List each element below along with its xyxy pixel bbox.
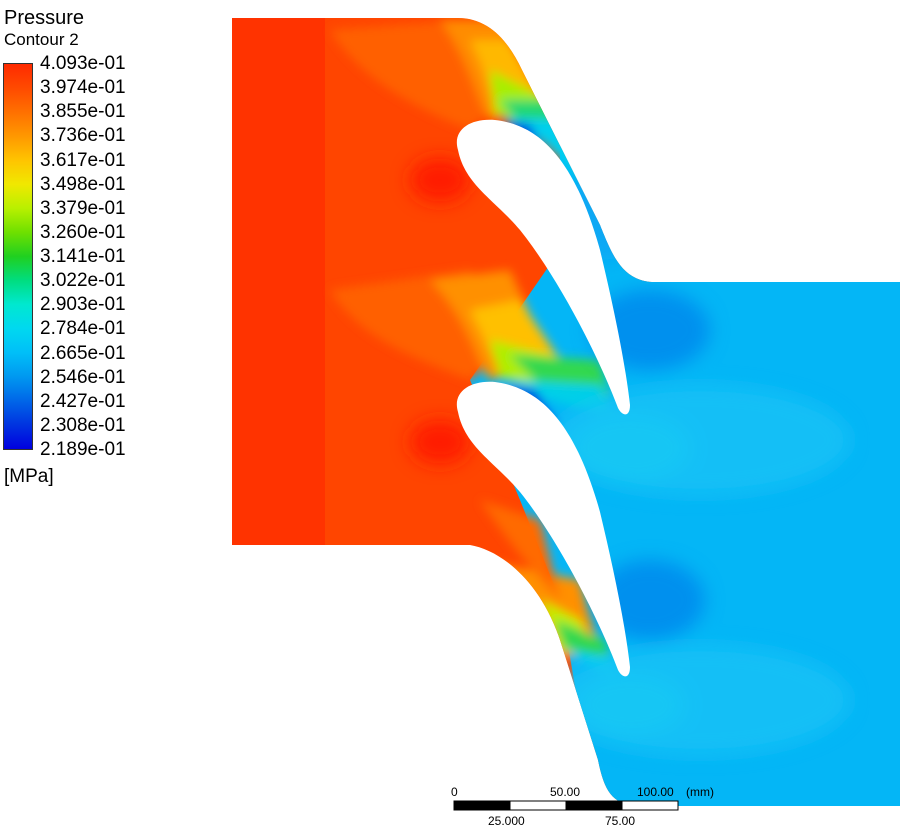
color-bar-level: 2.308e-01 bbox=[40, 414, 126, 436]
legend-subtitle: Contour 2 bbox=[4, 30, 79, 49]
color-bar-level: 3.855e-01 bbox=[40, 101, 126, 123]
color-bar-level: 3.617e-01 bbox=[40, 149, 126, 171]
color-bar-level: 3.141e-01 bbox=[40, 246, 126, 267]
scale-label-50: 50.00 bbox=[550, 785, 580, 799]
color-bar-level: 3.736e-01 bbox=[40, 125, 126, 147]
color-bar-level: 3.022e-01 bbox=[40, 270, 126, 292]
color-bar-level: 3.379e-01 bbox=[40, 197, 126, 219]
scale-label-25: 25.000 bbox=[488, 814, 525, 828]
blade-lower bbox=[456, 381, 630, 677]
color-bar-level: 2.189e-01 bbox=[40, 439, 126, 460]
color-bar-level: 4.093e-01 bbox=[40, 53, 126, 74]
scale-unit: (mm) bbox=[686, 785, 714, 799]
blade-upper bbox=[456, 119, 630, 415]
legend-unit: [MPa] bbox=[4, 466, 54, 487]
scale-label-75: 75.00 bbox=[605, 814, 635, 828]
pressure-field bbox=[232, 18, 900, 806]
scale-bar: 0 50.00 100.00 (mm) 25.000 75.00 bbox=[451, 785, 714, 828]
color-bar-level: 3.498e-01 bbox=[40, 173, 126, 195]
scale-label-100: 100.00 bbox=[637, 785, 674, 799]
color-bar-level: 3.974e-01 bbox=[40, 77, 126, 99]
color-bar-level: 2.784e-01 bbox=[40, 318, 126, 340]
color-bar-level: 2.665e-01 bbox=[40, 342, 126, 364]
color-bar-level: 2.546e-01 bbox=[40, 366, 126, 388]
legend-title: Pressure bbox=[4, 7, 85, 29]
color-bar-level: 3.260e-01 bbox=[40, 221, 126, 243]
scale-label-0: 0 bbox=[451, 785, 458, 799]
color-bar bbox=[3, 63, 33, 450]
color-bar-level: 2.427e-01 bbox=[40, 390, 126, 412]
color-bar-level: 2.903e-01 bbox=[40, 294, 126, 316]
